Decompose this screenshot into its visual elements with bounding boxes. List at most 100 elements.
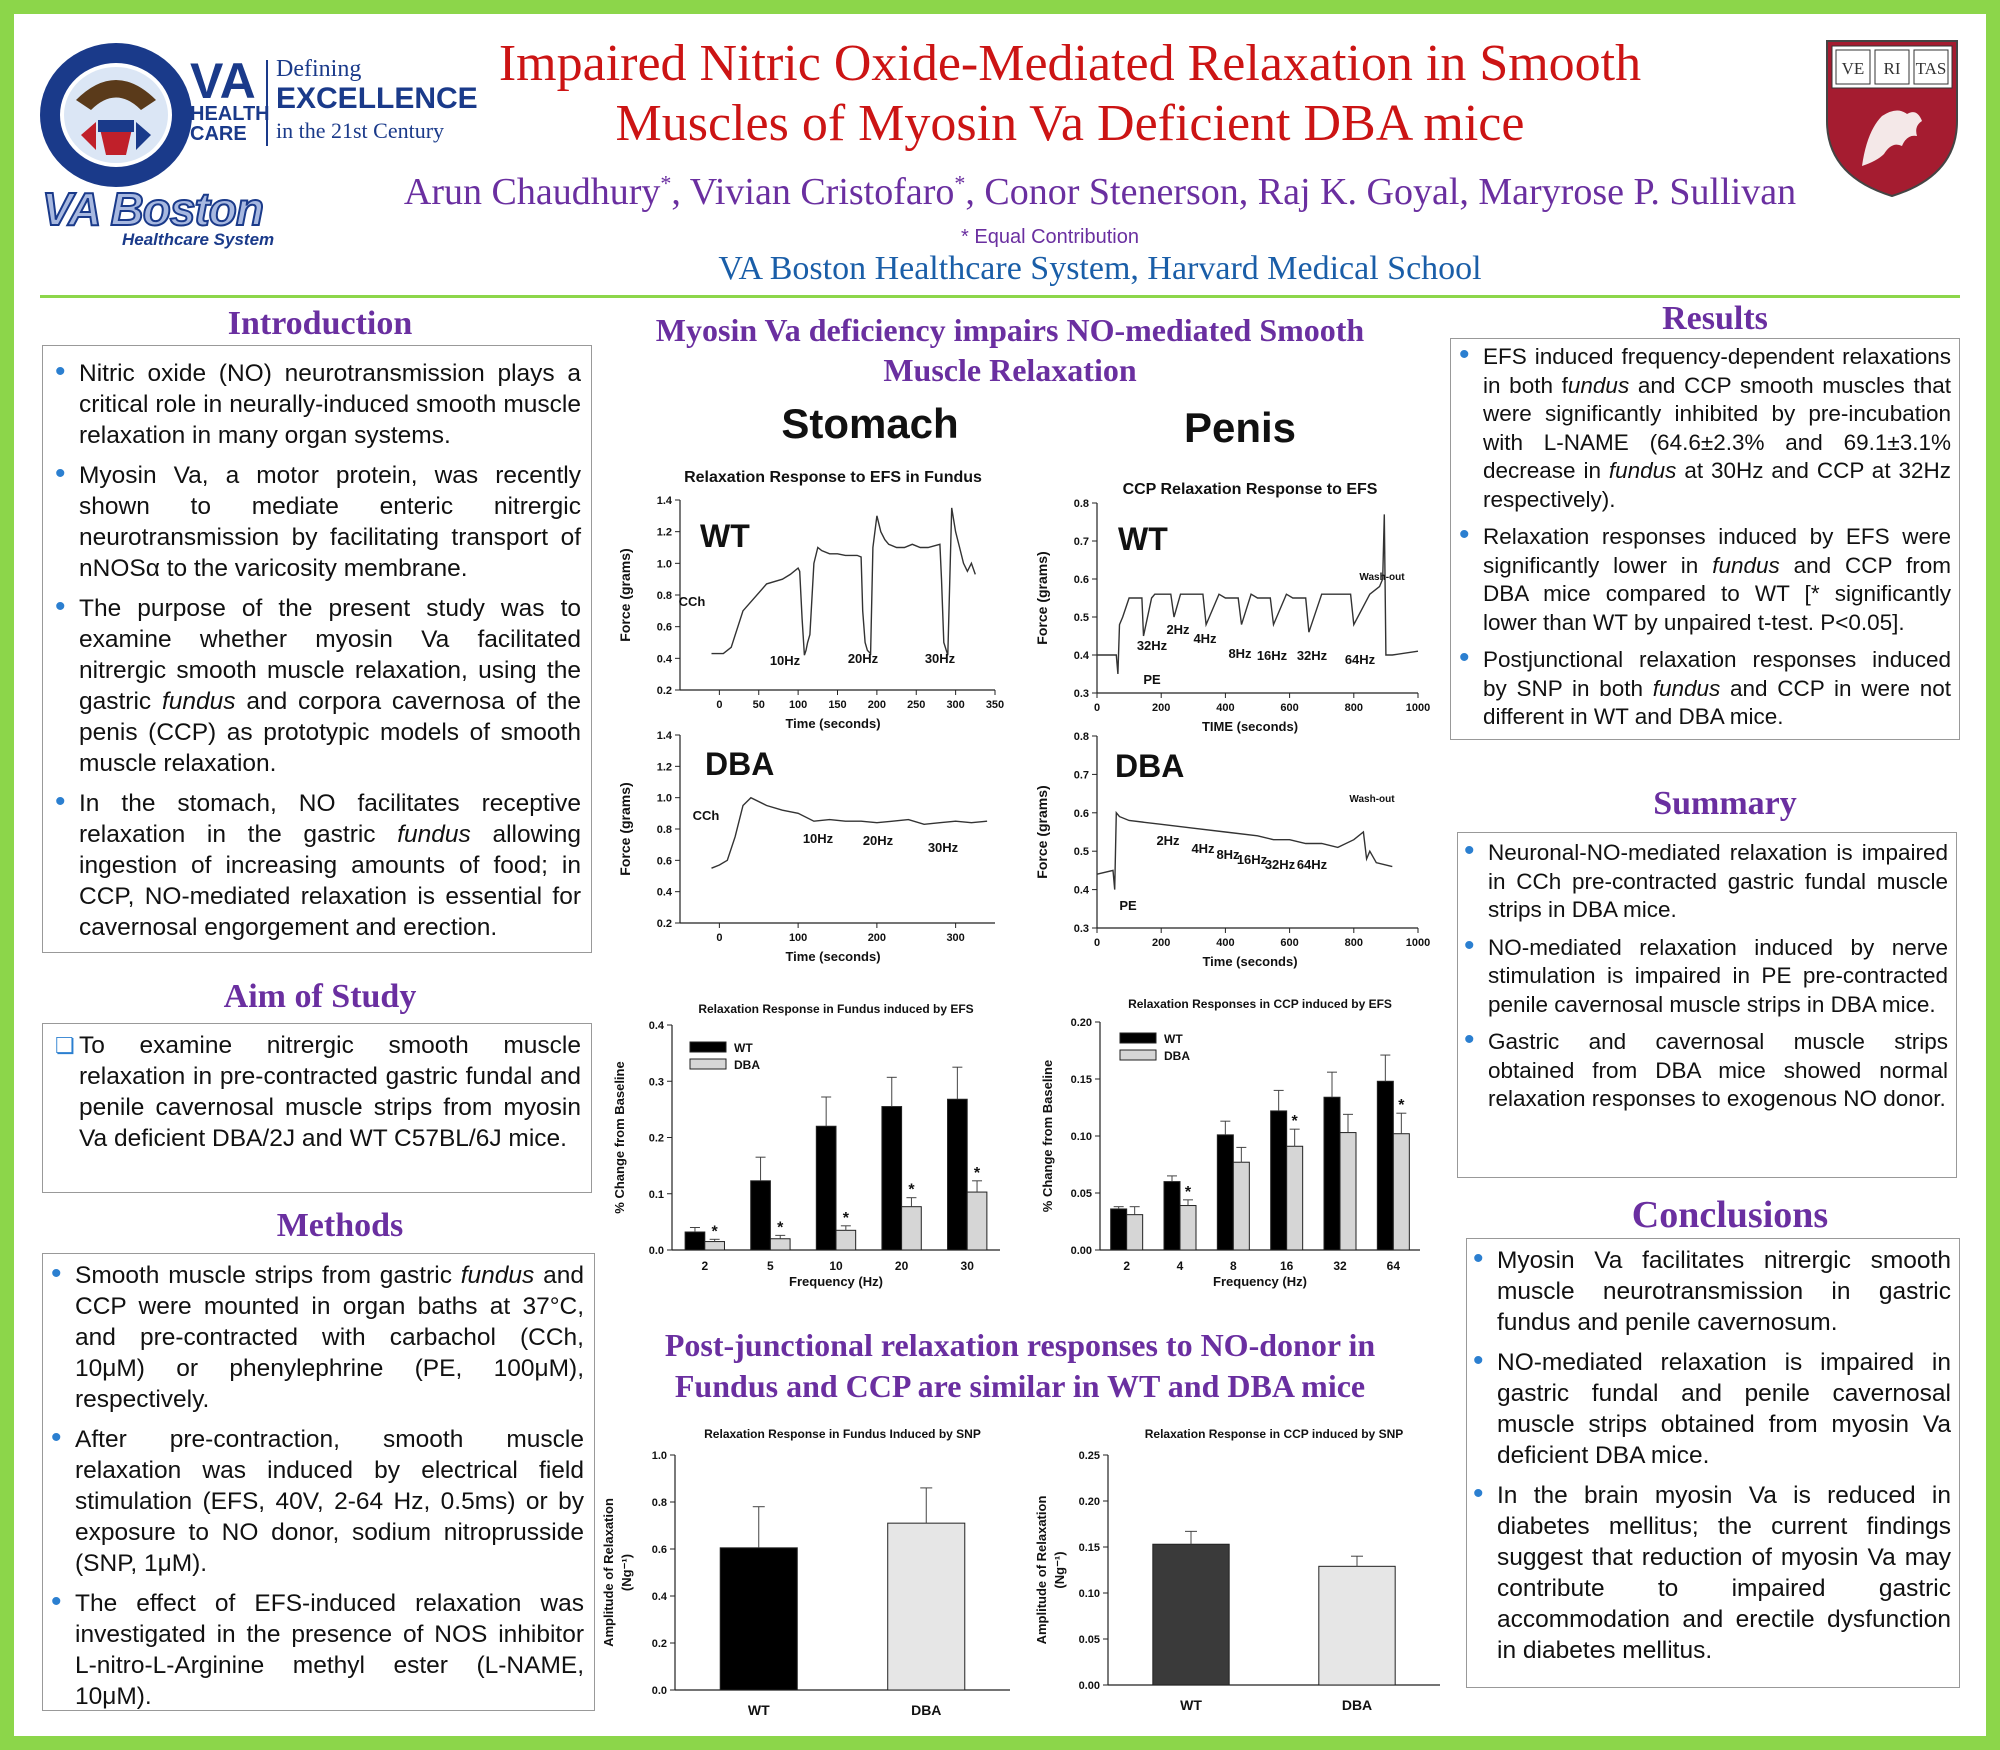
y-tick-label: 0.0 [652, 1685, 667, 1697]
bar [881, 1106, 903, 1251]
trace-group-label: DBA [705, 746, 774, 782]
x-tick-label: 30 [961, 1259, 975, 1273]
y-tick-label: 0.2 [657, 685, 672, 697]
methods-bullet: After pre-contraction, smooth muscle rel… [47, 1422, 584, 1579]
x-tick-label: 350 [986, 699, 1004, 711]
bar [835, 1229, 857, 1251]
y-tick-label: 1.0 [657, 793, 672, 805]
y-tick-label: 0.0 [649, 1245, 664, 1257]
x-tick-label: 2 [1123, 1259, 1130, 1273]
x-tick-label: 8 [1230, 1259, 1237, 1273]
significance-mark: * [777, 1219, 784, 1236]
y-tick-label: 0.2 [652, 1638, 667, 1650]
bar [1232, 1161, 1250, 1251]
x-tick-label: 100 [789, 699, 807, 711]
affiliation: VA Boston Healthcare System, Harvard Med… [718, 250, 1482, 287]
y-tick-label: 0.1 [649, 1189, 664, 1201]
y-axis-label: Force (grams) [617, 782, 633, 875]
legend-label: DBA [734, 1058, 760, 1072]
author-name: Arun Chaudhury [403, 171, 661, 213]
significance-mark: * [1185, 1184, 1192, 1201]
trace-group-label: DBA [1115, 748, 1184, 784]
bar-chart-title: Relaxation Response in Fundus Induced by… [704, 1427, 981, 1441]
introduction-box: Nitric oxide (NO) neurotransmission play… [42, 345, 592, 953]
intro-bullet: The purpose of the present study was to … [51, 591, 581, 779]
excellence-text: EXCELLENCE [276, 82, 478, 115]
century-text: in the 21st Century [276, 118, 445, 143]
bar [966, 1191, 988, 1251]
bar [704, 1241, 725, 1251]
title-line-1: Impaired Nitric Oxide-Mediated Relaxatio… [498, 35, 1642, 92]
results-bullet: Postjunctional relaxation responses indu… [1455, 644, 1951, 732]
trace-title: Relaxation Response to EFS in Fundus [684, 469, 982, 486]
y-tick-label: 0.8 [1074, 498, 1089, 510]
y-tick-label: 0.2 [657, 918, 672, 930]
y-tick-label: 0.6 [652, 1544, 667, 1556]
author-name: Raj K. Goyal [1257, 171, 1460, 213]
trace-annotation: CCh [679, 594, 706, 609]
x-tick-label: 2 [701, 1259, 708, 1273]
trace-annotation: 10Hz [803, 831, 834, 846]
summary-bullet: Gastric and cavernosal muscle strips obt… [1460, 1026, 1948, 1114]
y-tick-label: 0.8 [657, 590, 672, 602]
author-mark: * [954, 170, 966, 196]
bar [947, 1098, 968, 1251]
bar [1286, 1145, 1304, 1251]
conclusions-box: Myosin Va facilitates nitrergic smooth m… [1466, 1238, 1960, 1688]
y-tick-label: 0.4 [657, 887, 673, 899]
trace-group-label: WT [1118, 521, 1168, 557]
bar [1179, 1205, 1197, 1251]
trace-annotation: 4Hz [1193, 631, 1217, 646]
y-axis-label: Amplitude of Relaxation [601, 1498, 616, 1647]
y-tick-label: 0.6 [1074, 574, 1089, 586]
bar [1216, 1134, 1234, 1251]
bar [719, 1547, 798, 1691]
y-tick-label: 0.8 [1074, 731, 1089, 743]
healthcare-system-logo: Healthcare System [122, 230, 275, 249]
va-care: CARE [190, 123, 247, 145]
y-tick-label: 0.8 [657, 824, 672, 836]
trace-line [711, 507, 976, 656]
significance-mark: * [1398, 1097, 1405, 1114]
x-tick-label: 250 [907, 699, 925, 711]
x-tick-label: DBA [911, 1702, 941, 1718]
legend-label: WT [1164, 1032, 1183, 1046]
title-line-2: Muscles of Myosin Va Deficient DBA mice [615, 95, 1525, 152]
bar [1323, 1096, 1341, 1251]
y-axis-unit: (Ng⁻¹) [1052, 1551, 1067, 1588]
legend-swatch [1119, 1032, 1157, 1044]
bar [815, 1125, 837, 1251]
trace-line [1097, 514, 1419, 675]
trace-annotation: 2Hz [1166, 622, 1190, 637]
x-tick-label: 400 [1216, 937, 1234, 949]
y-tick-label: 0.20 [1071, 1017, 1092, 1029]
authors-line: Arun Chaudhury*, Vivian Cristofaro*, Con… [403, 170, 1797, 213]
trace-annotation: 30Hz [928, 840, 959, 855]
y-axis-label: % Change from Baseline [612, 1061, 627, 1213]
results-box: EFS induced frequency-dependent relaxati… [1450, 338, 1960, 740]
trace-annotation: 2Hz [1156, 833, 1180, 848]
harvard-shield-icon: VE RI TAS [1826, 40, 1958, 198]
y-tick-label: 0.6 [657, 855, 672, 867]
y-tick-label: 0.7 [1074, 769, 1089, 781]
significance-mark: * [974, 1165, 981, 1182]
bar-chart-title: Relaxation Responses in CCP induced by E… [1128, 997, 1392, 1011]
x-tick-label: 1000 [1406, 702, 1430, 714]
trace-annotation: 64Hz [1345, 652, 1376, 667]
intro-bullet: Nitric oxide (NO) neurotransmission play… [51, 356, 581, 451]
x-tick-label: 0 [716, 699, 722, 711]
summary-bullet: Neuronal-NO-mediated relaxation is impai… [1460, 837, 1948, 925]
author-name: Maryrose P. Sullivan [1478, 171, 1797, 213]
center-heading-2: Post-junctional relaxation responses to … [664, 1327, 1376, 1404]
intro-bullet: Myosin Va, a motor protein, was recently… [51, 458, 581, 584]
y-tick-label: 0.15 [1079, 1542, 1100, 1554]
x-tick-label: 300 [946, 932, 964, 944]
x-axis-label: Frequency (Hz) [789, 1274, 883, 1289]
y-tick-label: 1.4 [657, 495, 673, 507]
trace-annotation: Wash-out [1359, 572, 1405, 583]
trace-annotation: 10Hz [770, 653, 801, 668]
author-name: Conor Stenerson [984, 171, 1239, 213]
defining-text: Defining [276, 56, 362, 82]
results-list: EFS induced frequency-dependent relaxati… [1455, 341, 1951, 732]
